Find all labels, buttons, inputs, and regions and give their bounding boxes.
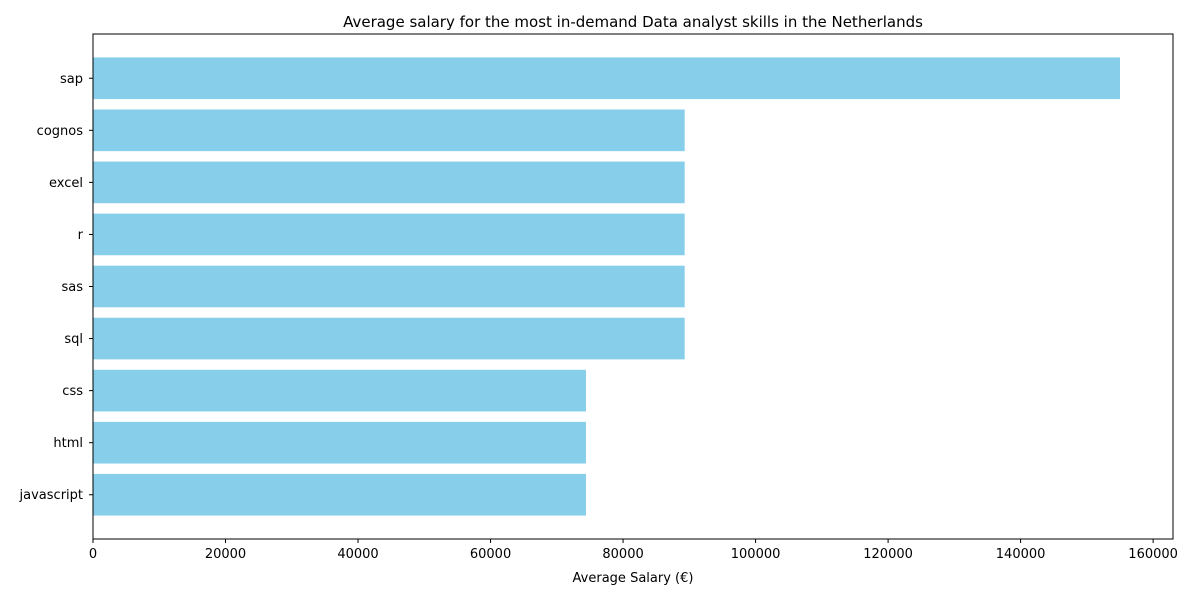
bar-cognos: [93, 109, 685, 152]
bars-group: [93, 57, 1120, 516]
y-axis-ticks: sap cognos excel r sas sql css html javascript: [19, 72, 93, 503]
y-tick-label-javascript: javascript: [19, 488, 83, 503]
y-tick-label-cognos: cognos: [37, 124, 84, 139]
x-tick-label-100000: 100000: [731, 547, 781, 562]
bar-html: [93, 421, 586, 464]
chart-title: Average salary for the most in-demand Da…: [343, 13, 923, 31]
x-tick-label-60000: 60000: [470, 547, 511, 562]
x-tick-label-20000: 20000: [205, 547, 246, 562]
x-tick-label-120000: 120000: [863, 547, 913, 562]
bar-sql: [93, 317, 685, 360]
y-tick-label-r: r: [78, 228, 84, 243]
y-tick-label-sql: sql: [64, 332, 83, 347]
x-axis-ticks: 0 20000 40000 60000 80000 100000 120000 140000 1…: [89, 539, 1178, 562]
y-tick-label-css: css: [62, 384, 83, 399]
bar-sas: [93, 265, 685, 308]
y-tick-label-sap: sap: [60, 72, 83, 87]
bar-r: [93, 213, 685, 256]
y-tick-label-sas: sas: [61, 280, 83, 295]
x-tick-label-0: 0: [89, 547, 97, 562]
x-tick-label-40000: 40000: [337, 547, 378, 562]
y-tick-label-excel: excel: [49, 176, 83, 191]
x-tick-label-160000: 160000: [1128, 547, 1178, 562]
x-tick-label-140000: 140000: [996, 547, 1046, 562]
bar-sap: [93, 57, 1120, 100]
y-tick-label-html: html: [53, 436, 83, 451]
bar-javascript: [93, 473, 586, 516]
bar-excel: [93, 161, 685, 204]
bar-css: [93, 369, 586, 412]
plot-frame: [92, 33, 1174, 540]
x-axis-label: Average Salary (€): [573, 571, 694, 586]
x-tick-label-80000: 80000: [602, 547, 643, 562]
